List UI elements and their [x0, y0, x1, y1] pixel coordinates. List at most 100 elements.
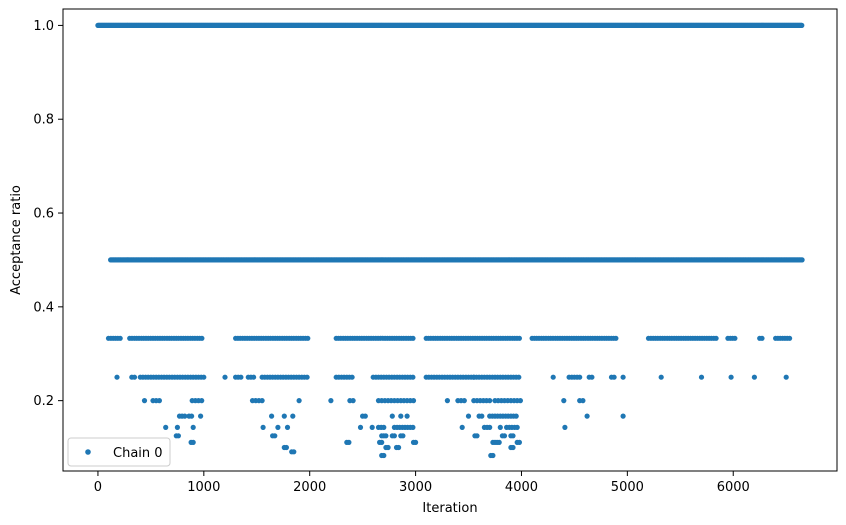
data-point: [391, 433, 397, 439]
data-point: [175, 433, 181, 439]
data-point: [658, 374, 664, 380]
data-point: [404, 413, 410, 419]
data-point: [732, 335, 738, 341]
data-point: [751, 374, 758, 380]
data-point: [487, 398, 493, 404]
data-point: [362, 413, 368, 419]
legend-label: Chain 0: [113, 446, 163, 461]
data-point: [381, 452, 387, 459]
data-point: [275, 424, 281, 430]
data-point: [238, 374, 244, 380]
data-point: [577, 374, 583, 380]
data-point: [190, 424, 196, 430]
data-point: [713, 335, 719, 341]
data-point: [259, 398, 265, 404]
data-point: [561, 398, 567, 404]
legend: Chain 0: [67, 437, 171, 467]
data-point: [620, 374, 626, 380]
data-point: [589, 374, 595, 380]
x-tick-label: 2000: [293, 480, 326, 495]
data-point: [117, 335, 123, 341]
data-point: [396, 444, 402, 451]
y-tick-label: 0.6: [33, 207, 54, 222]
data-point: [487, 424, 493, 430]
data-point: [350, 398, 356, 404]
data-point: [222, 374, 228, 380]
x-tick-label: 5000: [611, 480, 644, 495]
data-point: [346, 439, 352, 445]
data-point: [131, 374, 138, 380]
x-tick-label: 0: [94, 480, 102, 495]
data-point: [613, 335, 619, 341]
data-point: [562, 424, 568, 430]
data-point: [201, 374, 207, 380]
data-point: [501, 433, 508, 439]
data-point: [385, 444, 391, 451]
x-tick-label: 6000: [717, 480, 750, 495]
data-point: [550, 374, 556, 380]
data-point: [251, 374, 257, 380]
data-point: [496, 439, 502, 445]
data-point: [759, 335, 765, 341]
data-point: [260, 424, 266, 430]
data-point: [783, 374, 789, 380]
data-point: [474, 433, 480, 439]
data-point: [516, 374, 522, 380]
y-tick-label: 0.2: [33, 394, 54, 409]
data-point: [400, 433, 406, 439]
y-tick-label: 0.4: [33, 300, 54, 315]
data-point: [465, 413, 472, 419]
data-point: [383, 433, 389, 439]
data-point: [398, 413, 404, 419]
data-point: [291, 449, 297, 455]
data-point: [369, 424, 375, 430]
data-point: [410, 374, 416, 380]
data-point: [410, 335, 416, 341]
y-axis-ticks: 0.2 0.4 0.6 0.8 1.0: [33, 19, 63, 409]
plot-frame: [62, 8, 838, 472]
data-point: [799, 257, 805, 263]
data-point: [272, 433, 278, 439]
data-point: [379, 439, 385, 445]
data-point: [328, 398, 334, 404]
data-point: [198, 413, 204, 419]
data-point: [141, 398, 148, 404]
data-point: [728, 374, 734, 380]
data-point: [698, 374, 705, 380]
data-point: [490, 452, 496, 459]
data-point: [787, 335, 793, 341]
data-point: [580, 398, 586, 404]
data-point: [199, 335, 205, 341]
data-point: [174, 424, 180, 430]
y-axis-label: Acceptance ratio: [9, 185, 24, 295]
data-point: [381, 424, 387, 430]
data-point: [461, 398, 467, 404]
data-point: [611, 374, 617, 380]
data-point: [413, 439, 419, 445]
data-point: [444, 398, 450, 404]
data-point: [199, 398, 205, 404]
data-point: [584, 413, 590, 419]
data-point: [269, 413, 275, 419]
data-point: [114, 374, 120, 380]
x-axis-ticks: 0 1000 2000 3000 4000 5000 6000: [94, 471, 750, 495]
data-point: [304, 374, 310, 380]
data-point: [305, 335, 311, 341]
data-point: [479, 413, 485, 419]
data-point: [290, 413, 296, 419]
data-point: [410, 424, 416, 430]
legend-marker-icon: [85, 449, 91, 455]
data-point: [497, 424, 503, 430]
data-point: [296, 398, 302, 404]
data-point: [357, 424, 364, 430]
x-axis-label: Iteration: [422, 501, 477, 516]
data-point: [163, 424, 169, 430]
data-point: [389, 413, 395, 419]
data-point: [517, 398, 524, 404]
data-point: [349, 374, 355, 380]
data-point: [182, 413, 188, 419]
y-tick-label: 1.0: [33, 19, 54, 34]
x-tick-label: 3000: [399, 480, 432, 495]
data-point: [156, 398, 162, 404]
